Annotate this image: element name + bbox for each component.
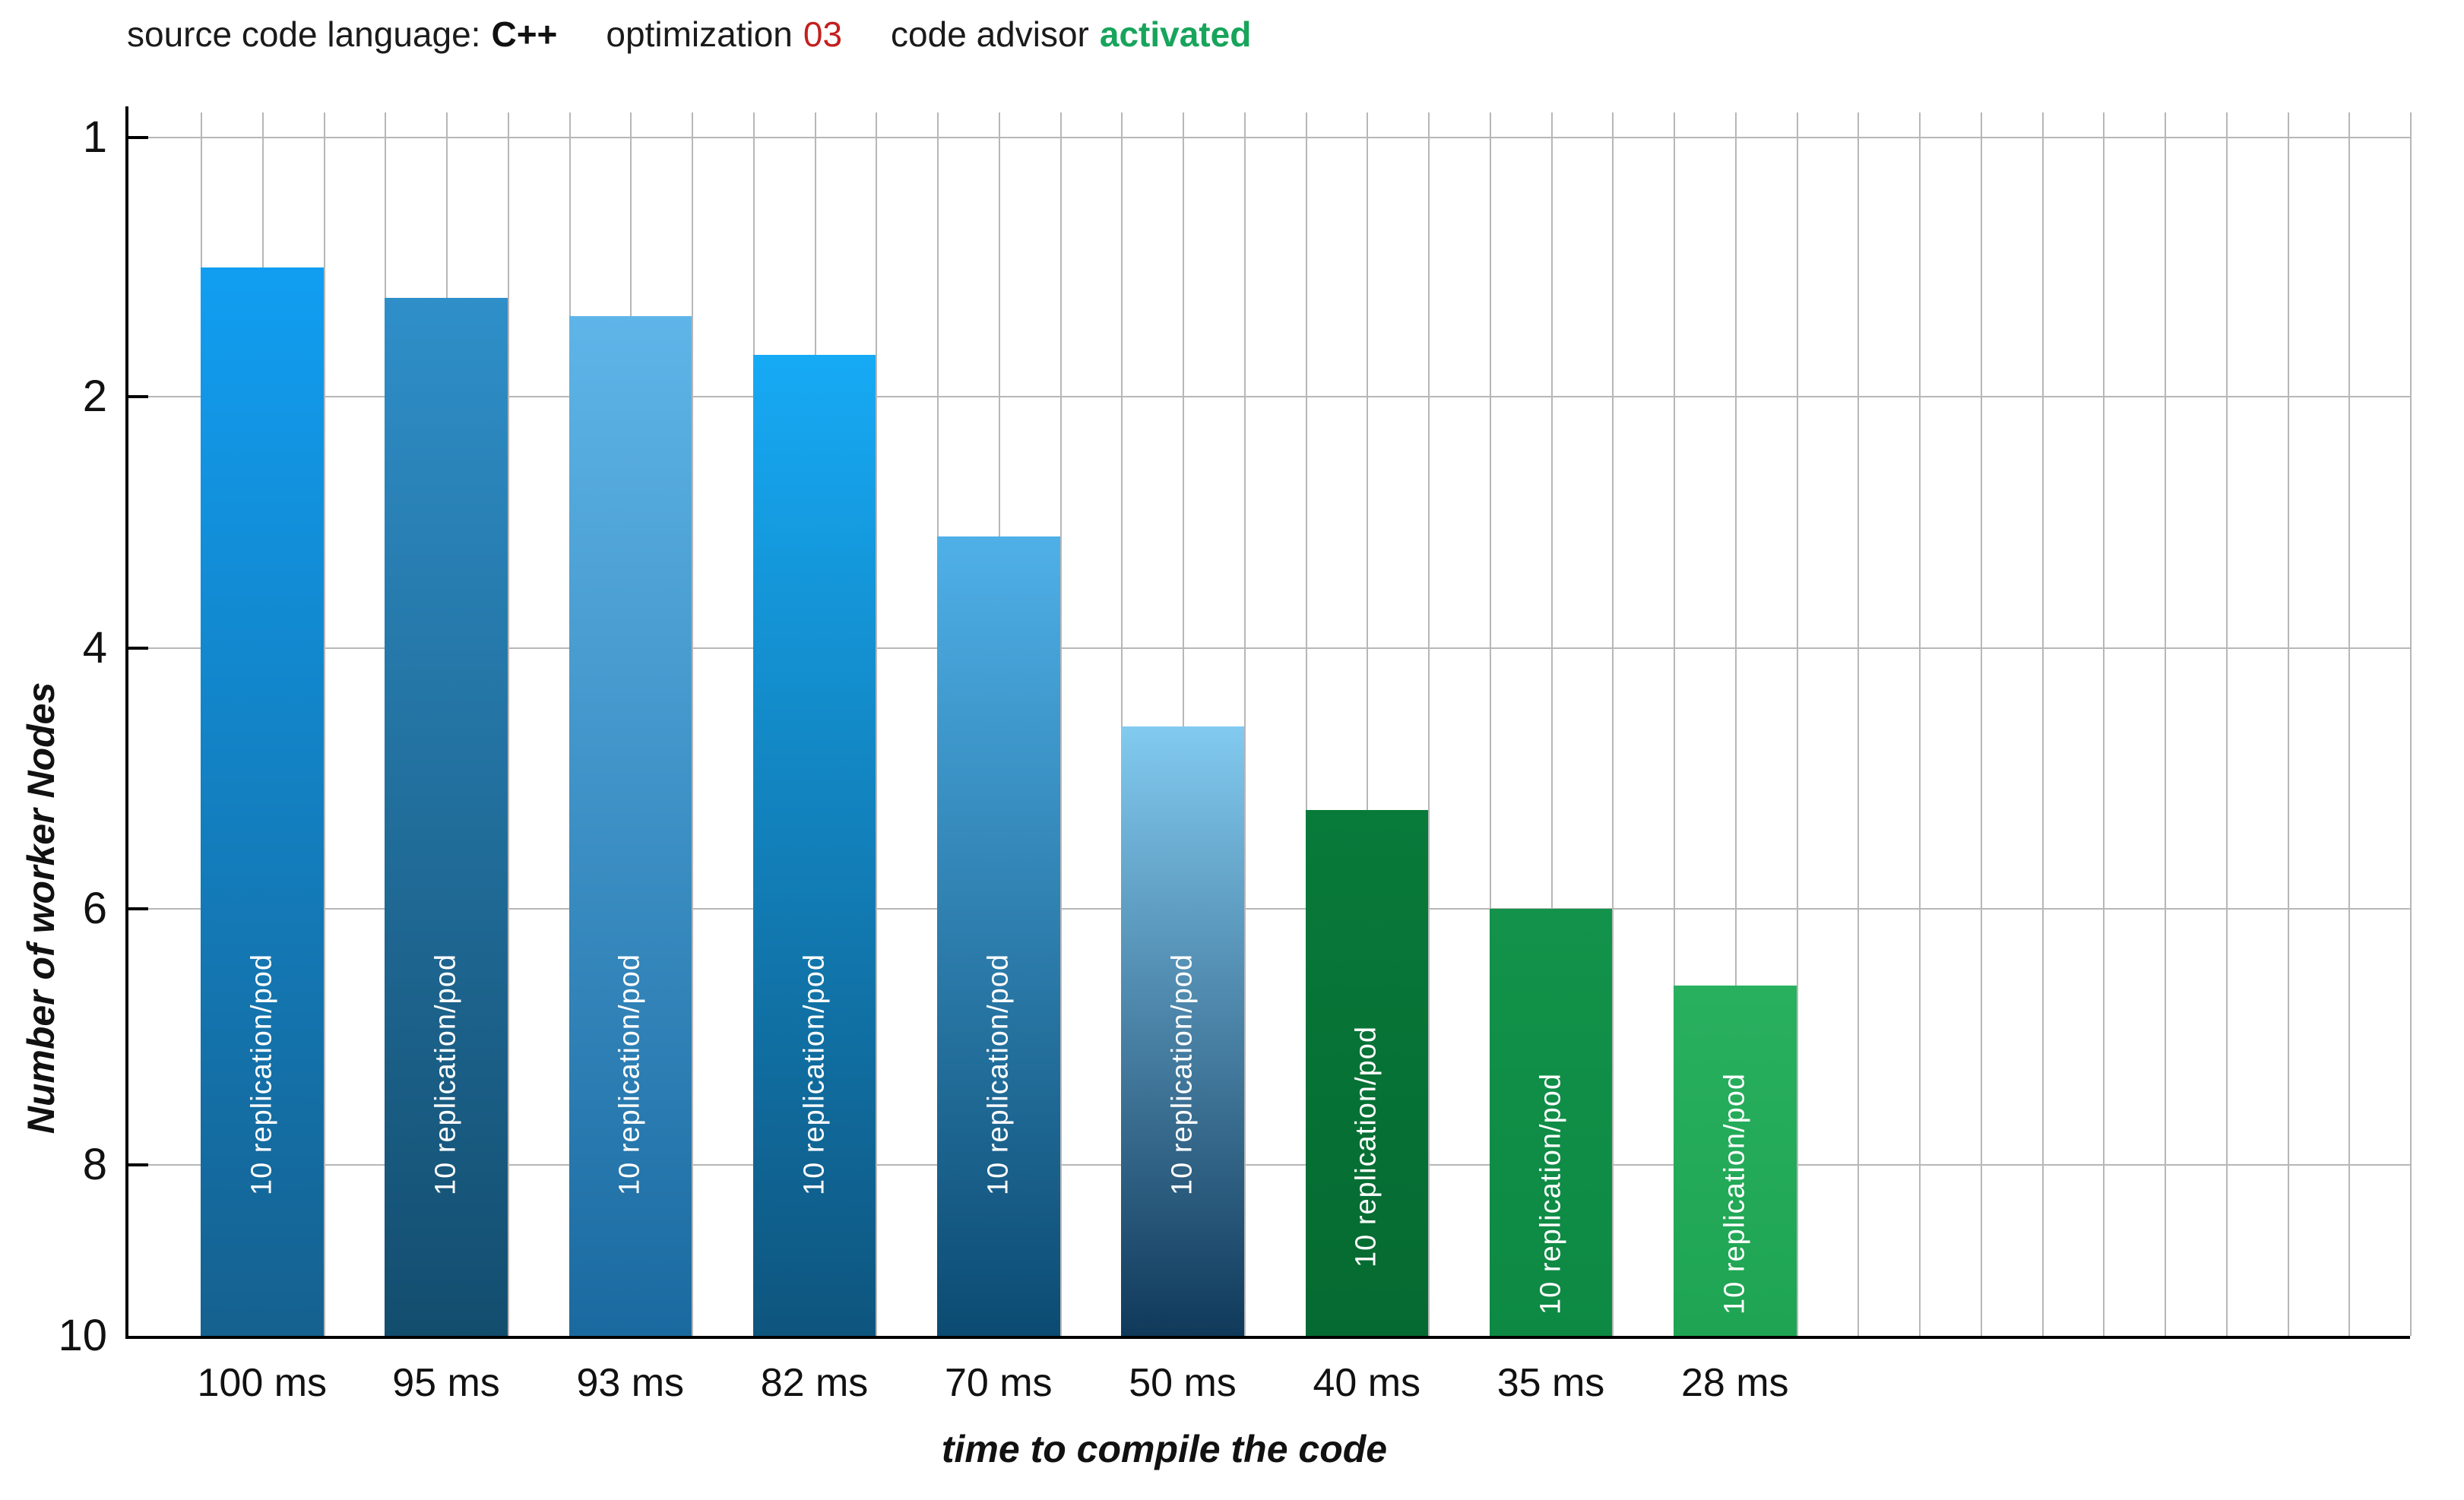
- header-label-optimization: optimization: [606, 14, 793, 54]
- gridline-vertical: [2041, 112, 2044, 1336]
- bar: 10 replication/pod: [752, 355, 876, 1336]
- x-tick-label: 40 ms: [1313, 1361, 1421, 1405]
- gridline-vertical: [507, 112, 509, 1336]
- gridline-vertical: [1858, 112, 1860, 1336]
- gridline-vertical: [1489, 112, 1491, 1336]
- gridline-vertical: [1612, 112, 1614, 1336]
- bar: 10 replication/pod: [568, 316, 692, 1336]
- gridline-vertical: [1734, 112, 1737, 1336]
- header-label-language: source code language:: [127, 14, 481, 54]
- y-tick-label: 1: [82, 112, 107, 162]
- gridline-vertical: [1674, 112, 1675, 1336]
- gridline-vertical: [1796, 112, 1798, 1336]
- y-tick-label: 10: [58, 1311, 107, 1360]
- bar: 10 replication/pod: [1674, 986, 1797, 1336]
- gridline-vertical: [2165, 112, 2166, 1336]
- gridline-vertical: [1980, 112, 1982, 1336]
- bar: 10 replication/pod: [1121, 726, 1244, 1336]
- y-tick-mark: [128, 395, 148, 398]
- bar-inner-label: 10 replication/pod: [1534, 1073, 1566, 1315]
- gridline-vertical: [1243, 112, 1246, 1336]
- gridline-vertical: [1183, 112, 1184, 1336]
- gridline-vertical: [2225, 112, 2228, 1336]
- gridline-vertical: [1428, 112, 1430, 1336]
- x-tick-label: 82 ms: [760, 1361, 869, 1405]
- plot-area: 1 2 4 6 8 10 10 replication/pod 100 ms 10 replic…: [58, 106, 2412, 1404]
- gridline-vertical: [1367, 112, 1369, 1336]
- x-tick-label: 35 ms: [1496, 1361, 1605, 1405]
- x-tick-label: 100 ms: [197, 1361, 328, 1405]
- header-item-code-advisor: code advisor activated: [891, 11, 1251, 58]
- y-tick-mark: [128, 647, 148, 650]
- y-tick-mark: [128, 1163, 148, 1166]
- header: source code language: C++ optimization 0…: [127, 11, 1251, 58]
- bar-inner-label: 10 replication/pod: [982, 954, 1015, 1195]
- bar-inner-label: 10 replication/pod: [798, 954, 830, 1195]
- gridline-vertical: [1121, 112, 1123, 1336]
- bar-inner-label: 10 replication/pod: [429, 954, 462, 1195]
- bar-inner-label: 10 replication/pod: [1718, 1073, 1751, 1315]
- gridline-vertical: [1919, 112, 1921, 1336]
- x-tick-label: 70 ms: [944, 1361, 1053, 1405]
- gridline-horizontal: [128, 137, 2410, 138]
- gridline-horizontal: [128, 908, 2410, 910]
- bar-inner-label: 10 replication/pod: [245, 954, 278, 1195]
- bar: 10 replication/pod: [1305, 809, 1428, 1336]
- header-value-code-advisor: activated: [1099, 14, 1252, 54]
- gridline-vertical: [2348, 112, 2351, 1336]
- header-value-optimization: 03: [803, 14, 843, 54]
- x-tick-label: 95 ms: [392, 1361, 500, 1405]
- gridline-vertical: [692, 112, 693, 1336]
- bar-inner-label: 10 replication/pod: [1350, 1026, 1382, 1267]
- bar: 10 replication/pod: [1489, 909, 1613, 1336]
- y-tick-label: 4: [82, 623, 107, 672]
- gridline-vertical: [2103, 112, 2105, 1336]
- header-value-language: C++: [491, 14, 558, 54]
- header-item-optimization: optimization 03: [606, 11, 842, 58]
- gridline-horizontal: [128, 396, 2410, 397]
- y-tick-label: 6: [82, 884, 107, 933]
- bar-inner-label: 10 replication/pod: [613, 954, 646, 1195]
- gridline-vertical: [1059, 112, 1062, 1336]
- header-item-language: source code language: C++: [127, 11, 557, 58]
- gridline-horizontal: [128, 647, 2410, 649]
- gridline-vertical: [876, 112, 878, 1336]
- header-label-code-advisor: code advisor: [891, 14, 1089, 54]
- x-tick-label: 93 ms: [576, 1361, 685, 1405]
- bar-inner-label: 10 replication/pod: [1166, 954, 1199, 1195]
- gridline-vertical: [1550, 112, 1553, 1336]
- y-tick-label: 2: [82, 372, 107, 421]
- x-tick-label: 28 ms: [1680, 1361, 1789, 1405]
- y-tick-label: 8: [82, 1140, 107, 1189]
- x-axis-title: time to compile the code: [941, 1428, 1388, 1470]
- y-tick-mark: [128, 136, 148, 139]
- gridline-vertical: [1305, 112, 1307, 1336]
- gridline-horizontal: [128, 1164, 2410, 1166]
- bar: 10 replication/pod: [937, 536, 1060, 1336]
- gridline-vertical: [2287, 112, 2289, 1336]
- gridline-vertical: [2410, 112, 2412, 1336]
- bar: 10 replication/pod: [385, 298, 508, 1336]
- y-tick-mark: [128, 907, 148, 910]
- bar: 10 replication/pod: [201, 267, 324, 1336]
- x-tick-label: 50 ms: [1129, 1361, 1237, 1405]
- gridline-vertical: [323, 112, 325, 1336]
